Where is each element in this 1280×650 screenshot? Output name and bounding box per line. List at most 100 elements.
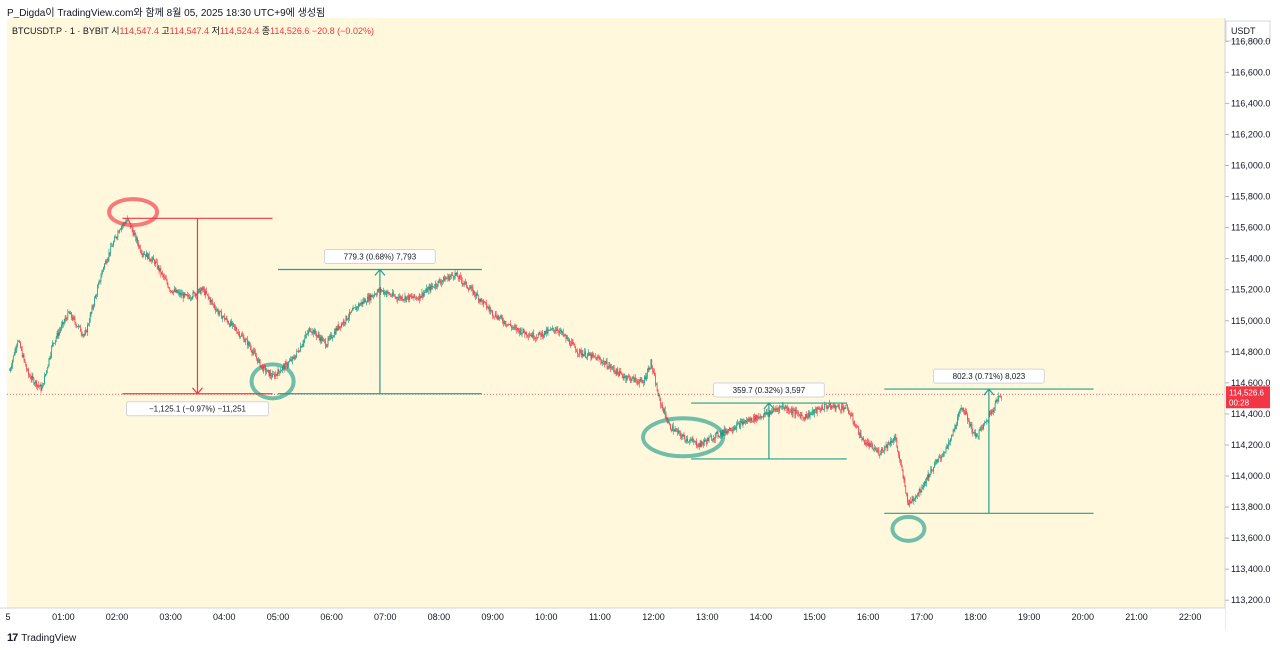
candle [407,295,408,300]
candle [441,278,442,288]
candle-body [520,329,522,335]
candle-body [638,382,639,385]
candle [297,350,298,353]
candle-body [82,334,84,336]
candle-body [363,300,365,303]
measure-arrow-head [983,388,995,396]
candle [209,297,211,305]
candle [819,406,821,413]
symbol-name[interactable]: BTCUSDT.P · 1 · BYBIT [12,26,109,36]
candle-body [865,442,866,445]
candle [541,331,543,337]
candle-body [567,337,569,341]
candle [993,407,994,416]
candle-body [55,337,57,341]
candle-body [487,307,489,308]
candle [810,412,812,416]
candle [363,297,365,304]
candle [458,275,459,282]
candle-body [322,338,324,342]
candle-body [653,370,654,373]
candle [257,356,259,363]
candle-body [437,280,439,287]
candle-body [787,408,789,410]
candle-body [619,370,620,377]
candle [626,375,628,383]
candle-body [448,275,450,281]
candle [333,334,334,338]
candle-body [933,467,934,472]
candle [697,443,699,448]
candle-body [250,347,252,351]
candle-body [714,438,715,440]
candle-body [781,406,782,407]
candle [775,407,777,412]
candle [602,359,603,367]
candle [852,412,854,425]
candle [528,333,529,341]
candle [586,356,587,360]
candle-body [635,377,637,381]
candle-body [376,291,378,295]
candle-body [883,446,885,452]
candle-body [62,322,63,326]
candle-body [163,274,164,277]
time-axis[interactable]: 5 01:00 02:00 03:00 04:00 05:00 06:00 07:00 08:0… [0,607,1225,630]
candle [64,315,66,324]
candle [450,274,451,280]
candle [705,439,707,447]
candle-body [823,409,824,411]
candle [820,407,822,414]
plot-background[interactable] [7,18,1225,608]
candle [653,367,654,374]
measure-label: 802.3 (0.71%) 8,023 [953,372,1026,381]
candle-body [245,339,247,342]
candle [465,278,467,285]
candle-body [849,414,851,416]
candle-body [749,418,751,421]
candle [554,327,556,334]
candle-body [646,371,648,377]
candle-body [494,316,495,318]
candle-body [841,405,843,407]
candle [816,406,818,417]
candle-body [106,260,108,264]
candle [834,404,836,412]
candle [908,499,909,506]
candle [551,327,552,331]
candle [985,418,987,425]
candle [195,292,197,299]
candle [748,416,749,423]
candle-body [617,368,619,373]
candle-body [181,294,183,296]
candle-body [745,420,747,423]
tradingview-logo-icon[interactable]: 17 [7,632,18,644]
candle-body [365,299,366,303]
candle [854,420,856,427]
candle [288,360,290,368]
candle [831,404,832,411]
candle-body [585,351,586,358]
candle-body [409,294,410,300]
candle-body [302,343,304,346]
candle-body [408,295,409,300]
candle-body [224,319,226,320]
candle-body [775,408,777,410]
candle-body [453,277,455,279]
candle [546,327,548,335]
chart-frame[interactable]: −1,125.1 (−0.97%) −11,251 779.3 (0.68%) 7… [0,18,1280,630]
candle [843,405,845,412]
candle-body [384,291,386,295]
candle-body [773,408,775,410]
candle [309,328,311,332]
footer-brand[interactable]: TradingView [21,632,77,644]
candle [596,355,598,361]
candle-body [137,238,138,244]
candle-body [781,405,783,407]
candle [657,389,659,397]
candle [424,290,425,297]
price-axis[interactable]: USDT113,200.0113,400.0113,600.0113,800.0… [1224,18,1280,630]
candle [613,365,615,375]
candle [957,414,958,426]
